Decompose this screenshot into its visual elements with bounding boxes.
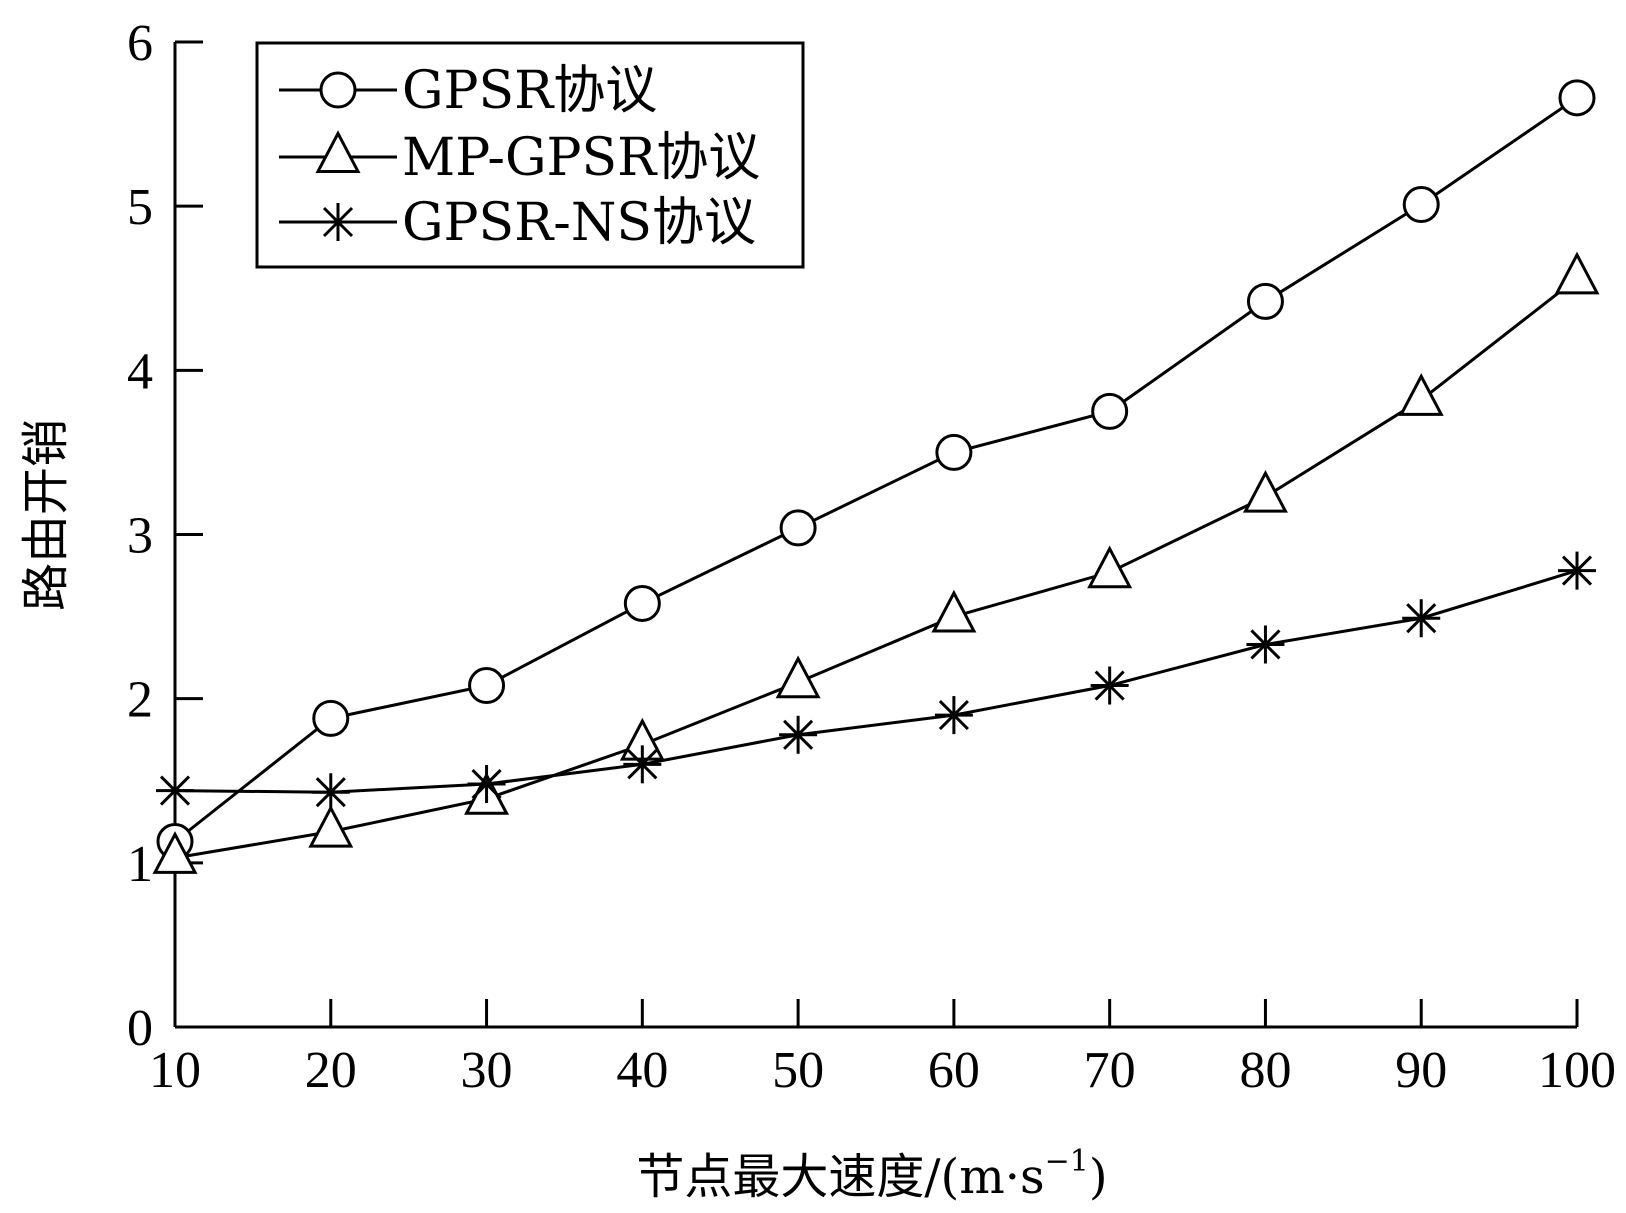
series-line bbox=[174, 569, 1578, 794]
y-tick-label: 5 bbox=[127, 179, 153, 236]
data-point-asterisk bbox=[623, 745, 662, 784]
legend-item: MP-GPSR协议 bbox=[279, 128, 760, 188]
series-line bbox=[174, 277, 1578, 860]
data-point-triangle bbox=[775, 655, 821, 699]
x-ticks: 10 20 30 40 50 60 70 80 90 100 bbox=[149, 999, 1616, 1099]
data-point-asterisk bbox=[1090, 666, 1129, 705]
y-tick-label: 0 bbox=[127, 1000, 153, 1057]
x-tick-label: 30 bbox=[461, 1042, 513, 1099]
data-point-triangle bbox=[1554, 251, 1600, 295]
data-point-asterisk bbox=[1246, 625, 1285, 664]
legend-marker-asterisk bbox=[319, 203, 357, 241]
legend-item: GPSR-NS协议 bbox=[279, 193, 756, 253]
series-layer bbox=[152, 79, 1600, 874]
x-tick-label: 10 bbox=[149, 1042, 201, 1099]
data-point-asterisk bbox=[1558, 551, 1596, 590]
data-point-circle bbox=[779, 509, 817, 547]
y-tick-label: 4 bbox=[127, 343, 153, 400]
data-point-triangle bbox=[1087, 545, 1133, 589]
data-point-asterisk bbox=[311, 773, 350, 812]
data-point-triangle bbox=[1398, 373, 1444, 416]
data-point-triangle bbox=[1242, 469, 1288, 513]
legend-marker-triangle bbox=[315, 130, 361, 173]
x-tick-label: 50 bbox=[772, 1042, 824, 1099]
data-point-triangle bbox=[931, 589, 977, 633]
data-point-circle bbox=[1091, 392, 1129, 430]
y-tick-label: 2 bbox=[127, 672, 153, 729]
x-tick-label: 20 bbox=[305, 1042, 357, 1099]
data-point-triangle bbox=[152, 831, 198, 874]
x-tick-label: 80 bbox=[1239, 1042, 1291, 1099]
legend-label: GPSR-NS协议 bbox=[402, 193, 756, 253]
data-point-circle bbox=[623, 584, 661, 622]
y-axis-title: 路由开销 bbox=[18, 419, 74, 611]
x-axis-title-close: ) bbox=[1089, 1149, 1108, 1205]
data-point-circle bbox=[1402, 186, 1440, 224]
y-ticks: 0 1 2 3 4 5 6 bbox=[127, 15, 203, 1057]
data-point-asterisk bbox=[467, 765, 506, 804]
legend-label: GPSR协议 bbox=[402, 61, 657, 121]
x-tick-label: 70 bbox=[1084, 1042, 1136, 1099]
y-tick-label: 3 bbox=[127, 508, 153, 565]
series-triangle bbox=[152, 251, 1600, 874]
data-point-asterisk bbox=[934, 696, 973, 735]
data-point-circle bbox=[1558, 79, 1596, 117]
legend-marker-circle bbox=[319, 71, 357, 109]
x-axis-title-main: 节点最大速度/(m·s bbox=[636, 1149, 1044, 1205]
x-axis-title-superscript: −1 bbox=[1045, 1144, 1089, 1179]
x-tick-label: 100 bbox=[1538, 1042, 1616, 1099]
x-tick-label: 40 bbox=[616, 1042, 668, 1099]
y-tick-label: 6 bbox=[127, 15, 153, 72]
data-point-circle bbox=[468, 667, 506, 705]
x-tick-label: 60 bbox=[928, 1042, 980, 1099]
series-asterisk bbox=[156, 551, 1596, 812]
data-point-asterisk bbox=[1402, 599, 1441, 638]
series-line bbox=[174, 96, 1578, 843]
data-point-circle bbox=[935, 433, 973, 471]
data-point-asterisk bbox=[779, 715, 818, 754]
data-point-triangle bbox=[308, 804, 354, 848]
data-point-circle bbox=[312, 699, 350, 737]
y-tick-label: 1 bbox=[127, 836, 153, 893]
x-axis-title: 节点最大速度/(m·s−1) bbox=[636, 1144, 1107, 1205]
data-point-circle bbox=[1246, 282, 1284, 320]
legend-label: MP-GPSR协议 bbox=[402, 128, 760, 188]
x-tick-label: 90 bbox=[1395, 1042, 1447, 1099]
data-point-asterisk bbox=[156, 771, 194, 810]
legend-item: GPSR协议 bbox=[279, 61, 657, 121]
